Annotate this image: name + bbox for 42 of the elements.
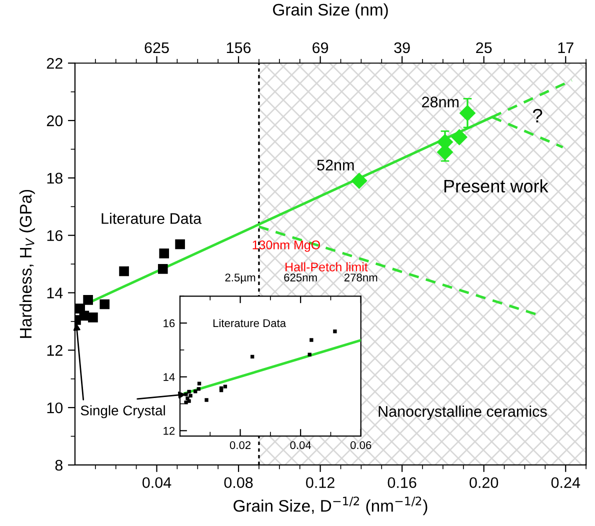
text: 17 [558, 42, 574, 54]
y-tick-label: 8 [55, 460, 62, 471]
annotation: Hall-Petch limit [286, 262, 368, 272]
y-axis-title: Hardness, H$_{V}$ (GPa) [19, 190, 35, 338]
x-tick-label: 0.16 [388, 477, 416, 488]
annotation: 130nm MgO [252, 240, 320, 252]
y-tick-label: 14 [47, 288, 63, 298]
y-tick-label: 18 [47, 172, 62, 184]
text: 625 [144, 42, 169, 54]
y-tick-label: 20 [46, 115, 63, 126]
annotation: 2.5µm [225, 274, 256, 284]
text: Literature Data [213, 318, 286, 328]
x2-axis-title: Grain Size (nm) [273, 3, 388, 19]
y-tick-label: 10 [47, 402, 63, 414]
x-tick-label: 0.08 [224, 477, 253, 488]
series-label: Present work [444, 179, 548, 193]
y-tick-label: 14 [164, 373, 175, 381]
annotation: 278nm [344, 274, 378, 282]
y-tick-label: 12 [47, 345, 62, 356]
annotation: Single Crystal [80, 405, 165, 418]
band-label: Nanocrystalline ceramics [378, 406, 547, 420]
text: 39 [394, 42, 410, 54]
y-tick-label: 12 [164, 426, 175, 435]
x-tick-label: 0.24 [551, 477, 580, 488]
x-tick-label: 0.04 [290, 441, 312, 450]
x-tick-label: 0.12 [306, 477, 334, 488]
annotation: 52nm [317, 160, 354, 170]
annotation: 28nm [422, 96, 459, 108]
x-axis-title: Grain Size, D$^{−1/2}$ (nm$^{−1/2}$) [234, 496, 428, 516]
x-tick-label: 0.04 [142, 477, 172, 488]
y-tick-label: 22 [46, 58, 62, 69]
text: 25 [476, 42, 492, 54]
series-label: Literature Data [102, 212, 202, 224]
x-tick-label: 0.02 [230, 441, 251, 450]
x-tick-label: 0.06 [350, 441, 372, 450]
annotation: ? [532, 108, 542, 122]
y-tick-label: 16 [164, 319, 175, 328]
text: 69 [312, 42, 328, 54]
text: 156 [226, 42, 251, 54]
x-tick-label: 0.20 [470, 477, 498, 488]
annotation: 625nm [284, 274, 317, 282]
y-tick-label: 16 [47, 230, 62, 242]
